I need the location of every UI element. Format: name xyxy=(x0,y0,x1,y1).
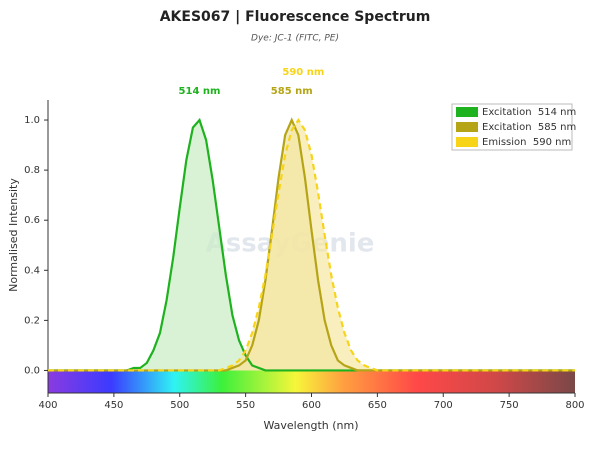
x-tick-label: 400 xyxy=(38,400,57,411)
y-axis-label: Normalised Intensity xyxy=(7,178,20,292)
y-tick-label: 0.0 xyxy=(24,365,40,376)
chart-title: AKES067 | Fluorescence Spectrum xyxy=(160,9,431,25)
y-tick-label: 1.0 xyxy=(24,115,40,126)
legend-swatch xyxy=(456,122,478,132)
legend-label: Emission 590 nm xyxy=(482,137,571,148)
legend-swatch xyxy=(456,107,478,117)
x-tick-label: 500 xyxy=(170,400,189,411)
y-tick-label: 0.8 xyxy=(24,165,40,176)
peak-label: 514 nm xyxy=(179,86,221,97)
y-tick-label: 0.2 xyxy=(24,315,40,326)
chart-subtitle: Dye: JC-1 (FITC, PE) xyxy=(251,34,339,44)
x-tick-label: 650 xyxy=(368,400,387,411)
legend-label: Excitation 585 nm xyxy=(482,122,576,133)
x-tick-label: 700 xyxy=(434,400,453,411)
x-tick-label: 750 xyxy=(500,400,519,411)
area xyxy=(48,120,575,371)
peak-label: 585 nm xyxy=(271,86,313,97)
area xyxy=(48,120,575,371)
y-tick-label: 0.6 xyxy=(24,215,40,226)
x-axis-label: Wavelength (nm) xyxy=(263,419,358,432)
legend-swatch xyxy=(456,137,478,147)
x-tick-label: 450 xyxy=(104,400,123,411)
legend-label: Excitation 514 nm xyxy=(482,107,576,118)
x-tick-label: 550 xyxy=(236,400,255,411)
series-line xyxy=(48,118,575,372)
x-tick-label: 800 xyxy=(565,400,584,411)
y-tick-label: 0.4 xyxy=(24,265,40,276)
x-tick-label: 600 xyxy=(302,400,321,411)
spectrum-band xyxy=(48,370,575,393)
peak-label: 590 nm xyxy=(282,67,324,78)
